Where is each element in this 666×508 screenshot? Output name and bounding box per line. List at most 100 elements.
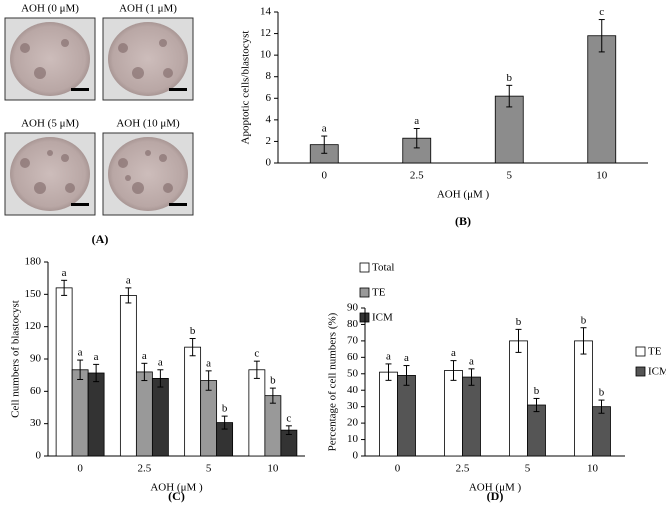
bar [55, 287, 73, 457]
significance-label: b [516, 316, 522, 328]
significance-label: b [599, 387, 605, 399]
bar [119, 295, 137, 457]
cell [118, 43, 128, 53]
y-tick-label: 90 [30, 353, 42, 365]
legend-label: TE [648, 346, 662, 358]
x-tick-label: 2.5 [456, 463, 470, 475]
error-bar [285, 425, 292, 435]
bar [264, 395, 282, 457]
significance-label: a [142, 350, 147, 362]
y-tick-label: 50 [347, 367, 359, 379]
y-tick-label: 70 [347, 334, 359, 346]
y-tick-label: 40 [347, 384, 359, 396]
error-bar [253, 360, 260, 379]
embryo [10, 22, 90, 96]
legend-label: TE [372, 287, 386, 299]
y-tick-label: 30 [30, 417, 42, 429]
cell [118, 158, 128, 168]
y-axis-label: Cell numbers of blastocyst [10, 300, 22, 418]
y-tick-label: 60 [347, 351, 359, 363]
legend-swatch [359, 287, 370, 298]
cell [163, 183, 173, 193]
image-label: AOH (5 μM) [21, 118, 79, 130]
legend-label: ICM [648, 366, 666, 378]
bar [592, 406, 611, 457]
cell [132, 182, 144, 194]
bar [200, 380, 218, 457]
significance-label: a [78, 347, 83, 359]
x-tick-label: 5 [507, 170, 513, 182]
cell [125, 175, 131, 181]
significance-label: c [254, 348, 259, 360]
error-bar [269, 387, 276, 404]
y-tick-label: 0 [36, 450, 42, 462]
bar [587, 35, 617, 164]
significance-label: a [94, 351, 99, 363]
bar [397, 375, 416, 457]
legend-swatch [635, 366, 646, 377]
error-bar [413, 127, 420, 149]
x-tick-label: 0 [395, 463, 401, 475]
error-bar [598, 19, 605, 53]
panel-label: (D) [487, 489, 504, 503]
error-bar [506, 84, 513, 108]
bar [248, 369, 266, 457]
embryo [108, 22, 188, 96]
error-bar [205, 370, 212, 391]
error-bar [450, 360, 457, 381]
error-bar [221, 415, 228, 430]
x-tick-label: 10 [587, 463, 599, 475]
bar [184, 346, 202, 457]
error-bar [189, 338, 196, 357]
significance-label: c [599, 6, 604, 18]
y-tick-label: 180 [25, 256, 42, 268]
x-axis-label: AOH (μM ) [150, 482, 203, 494]
x-axis-label: AOH (μM ) [437, 189, 490, 201]
cell [163, 68, 173, 78]
x-tick-label: 0 [77, 463, 83, 475]
error-bar [93, 363, 100, 383]
significance-label: a [206, 357, 211, 369]
cell [159, 154, 167, 162]
error-bar [580, 327, 587, 355]
error-bar [141, 362, 148, 382]
error-bar [321, 135, 328, 154]
bar [444, 370, 463, 457]
legend-label: ICM [372, 312, 393, 324]
cell [65, 183, 75, 193]
panel-label: (B) [455, 214, 471, 228]
cell [61, 39, 69, 47]
error-bar [125, 287, 132, 304]
significance-label: a [322, 123, 327, 135]
cell [20, 43, 30, 53]
x-tick-label: 2.5 [138, 463, 152, 475]
x-tick-label: 0 [322, 170, 328, 182]
scale-bar [169, 88, 187, 91]
bar [135, 371, 153, 457]
significance-label: b [270, 375, 276, 387]
y-tick-label: 20 [347, 417, 359, 429]
cell [47, 150, 53, 156]
cell [34, 67, 46, 79]
error-bar [403, 365, 410, 386]
error-bar [77, 359, 84, 380]
y-tick-label: 80 [347, 318, 359, 330]
significance-label: a [469, 355, 474, 367]
x-tick-label: 5 [525, 463, 531, 475]
x-tick-label: 10 [596, 170, 608, 182]
significance-label: a [386, 350, 391, 362]
panel-label: (C) [168, 489, 185, 503]
cell [145, 150, 151, 156]
bar [574, 340, 593, 457]
significance-label: a [451, 347, 456, 359]
error-bar [385, 363, 392, 381]
legend-label: Total [372, 262, 394, 274]
bar [379, 371, 398, 457]
bar [151, 377, 169, 457]
bar [71, 369, 89, 457]
y-tick-label: 150 [25, 288, 42, 300]
y-tick-label: 10 [347, 433, 359, 445]
significance-label: a [62, 267, 67, 279]
significance-label: a [414, 115, 419, 127]
y-tick-label: 12 [260, 27, 271, 39]
